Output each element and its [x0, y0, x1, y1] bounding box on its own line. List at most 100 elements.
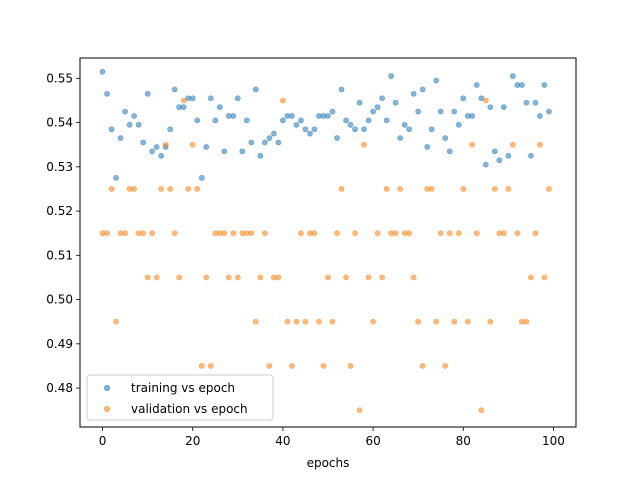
training-point	[379, 95, 386, 102]
validation-point	[455, 230, 462, 237]
training-point	[153, 144, 160, 150]
validation-point	[221, 230, 228, 237]
validation-point	[334, 230, 340, 237]
validation-point	[491, 186, 498, 192]
validation-point	[478, 407, 485, 414]
training-point	[104, 90, 110, 97]
training-point	[392, 99, 399, 106]
training-point	[257, 152, 264, 159]
training-point	[546, 108, 552, 115]
validation-point	[546, 186, 552, 192]
training-point	[122, 108, 128, 115]
validation-point	[104, 230, 110, 237]
validation-point	[500, 230, 507, 237]
training-point	[108, 126, 115, 133]
training-point	[442, 135, 449, 141]
validation-point	[225, 274, 232, 281]
training-point	[243, 117, 250, 124]
training-point	[298, 117, 304, 124]
validation-point	[460, 186, 467, 192]
x-tick-label: 40	[275, 434, 290, 448]
validation-point	[293, 318, 300, 325]
training-point	[374, 104, 381, 111]
validation-point	[176, 274, 183, 281]
x-tick-label: 80	[456, 434, 471, 448]
training-point	[189, 95, 196, 102]
training-point	[343, 117, 349, 124]
validation-point	[320, 363, 327, 369]
training-point	[388, 73, 395, 80]
training-point	[491, 148, 498, 155]
training-point	[370, 108, 376, 115]
y-tick-label: 0.54	[46, 116, 73, 130]
y-tick-label: 0.48	[46, 381, 73, 395]
validation-point	[514, 230, 521, 237]
training-point	[248, 139, 255, 146]
validation-point	[230, 230, 237, 237]
validation-point	[410, 274, 417, 281]
validation-point	[343, 274, 349, 281]
validation-point	[451, 318, 458, 325]
validation-point	[140, 230, 147, 237]
x-tick-label: 60	[365, 434, 380, 448]
training-point	[252, 86, 259, 93]
validation-point	[275, 274, 282, 281]
validation-point	[415, 318, 422, 325]
training-point	[126, 121, 133, 128]
validation-point	[325, 274, 331, 281]
legend-marker-training	[103, 384, 111, 392]
validation-point	[113, 318, 119, 325]
training-point	[334, 135, 340, 141]
validation-point	[185, 186, 192, 192]
training-point	[117, 135, 124, 141]
training-point	[289, 113, 295, 119]
validation-point	[149, 230, 156, 237]
validation-point	[523, 318, 530, 325]
validation-point	[352, 230, 358, 237]
validation-point	[446, 230, 453, 237]
legend-label-training: training vs epoch	[131, 381, 235, 395]
x-axis-ticks: 0 20 40 60 80 100	[99, 427, 565, 448]
validation-point	[194, 186, 201, 192]
training-point	[541, 82, 548, 88]
training-point	[424, 144, 431, 150]
training-point	[113, 174, 119, 181]
training-point	[509, 73, 516, 80]
validation-point	[329, 318, 336, 325]
x-tick-label: 20	[185, 434, 200, 448]
training-point	[293, 121, 300, 128]
training-point	[270, 130, 277, 137]
validation-point	[162, 141, 169, 148]
validation-point	[419, 363, 426, 369]
y-tick-label: 0.52	[46, 204, 73, 218]
validation-point	[509, 141, 516, 148]
training-point	[180, 104, 187, 111]
training-point	[158, 152, 165, 159]
validation-point	[203, 274, 210, 281]
training-point	[460, 95, 467, 102]
legend-marker-validation	[103, 405, 111, 413]
training-point	[311, 126, 318, 133]
validation-point	[171, 230, 178, 237]
validation-point	[487, 318, 494, 325]
training-point	[194, 117, 201, 124]
training-point	[307, 130, 313, 137]
training-point	[266, 135, 273, 141]
training-point	[473, 82, 480, 88]
validation-point	[167, 186, 174, 192]
training-point	[230, 113, 237, 119]
validation-point	[528, 274, 534, 281]
training-point	[149, 148, 156, 155]
training-point	[275, 139, 282, 146]
validation-point	[153, 274, 160, 281]
validation-point	[442, 363, 449, 369]
training-point	[419, 86, 426, 93]
validation-point	[379, 274, 386, 281]
x-tick-label: 100	[542, 434, 565, 448]
training-point	[455, 121, 462, 128]
validation-point	[469, 141, 476, 148]
validation-point	[248, 230, 255, 237]
validation-point	[365, 274, 372, 281]
training-point	[140, 139, 147, 146]
validation-point	[189, 141, 196, 148]
